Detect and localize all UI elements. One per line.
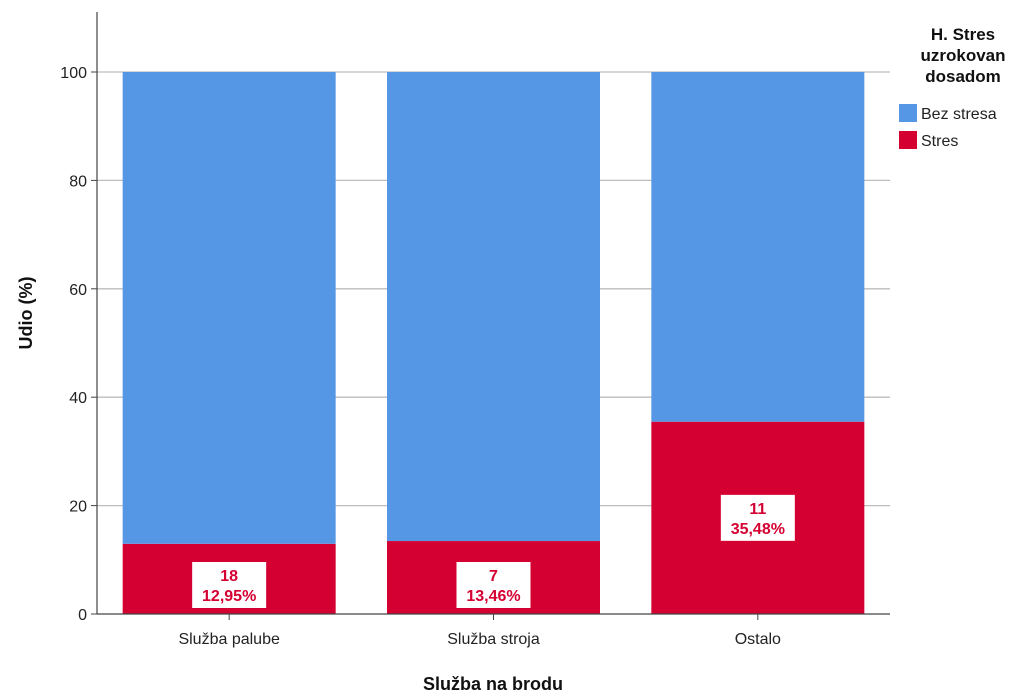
bar-segment-bez-stresa: [387, 72, 600, 542]
legend-swatch: [899, 104, 917, 122]
legend-title-line: dosadom: [925, 67, 1001, 86]
axes: 0 20 40 60 80 100 Služba palube Služba stroja Os…: [60, 12, 890, 648]
legend-label: Stres: [921, 133, 958, 150]
data-label-count: 18: [220, 568, 238, 585]
x-tick-label: Služba stroja: [447, 631, 540, 648]
legend-label: Bez stresa: [921, 106, 997, 123]
data-label-percent: 13,46%: [466, 588, 520, 605]
data-label-box: [456, 562, 531, 608]
data-label-count: 11: [749, 501, 766, 518]
x-axis-title: Služba na brodu: [423, 674, 563, 692]
data-label-percent: 12,95%: [202, 588, 256, 605]
legend-title-line: uzrokovan: [920, 46, 1005, 65]
data-label-box: [192, 562, 267, 608]
y-tick-label: 80: [69, 173, 87, 190]
bar-segment-bez-stresa: [651, 72, 865, 422]
y-axis-title: Udio (%): [16, 277, 36, 350]
data-labels: 18 12,95% 7 13,46% 11 35,48%: [192, 494, 795, 608]
y-tick-label: 60: [69, 282, 87, 299]
y-tick-label: 20: [69, 499, 87, 516]
data-label-count: 7: [489, 568, 498, 585]
bar-segment-bez-stresa: [122, 72, 336, 544]
y-tick-label: 40: [69, 390, 87, 407]
y-tick-label: 0: [78, 607, 87, 624]
x-tick-label: Ostalo: [735, 631, 781, 648]
data-label-box: [720, 494, 795, 541]
x-tick-label: Služba palube: [178, 631, 280, 648]
y-tick-label: 100: [60, 65, 87, 82]
legend-swatch: [899, 131, 917, 149]
data-label-percent: 35,48%: [731, 521, 785, 538]
legend-title-line: H. Stres: [931, 25, 995, 44]
legend: H. Stres uzrokovan dosadom Bez stresa Stres: [899, 25, 1006, 150]
